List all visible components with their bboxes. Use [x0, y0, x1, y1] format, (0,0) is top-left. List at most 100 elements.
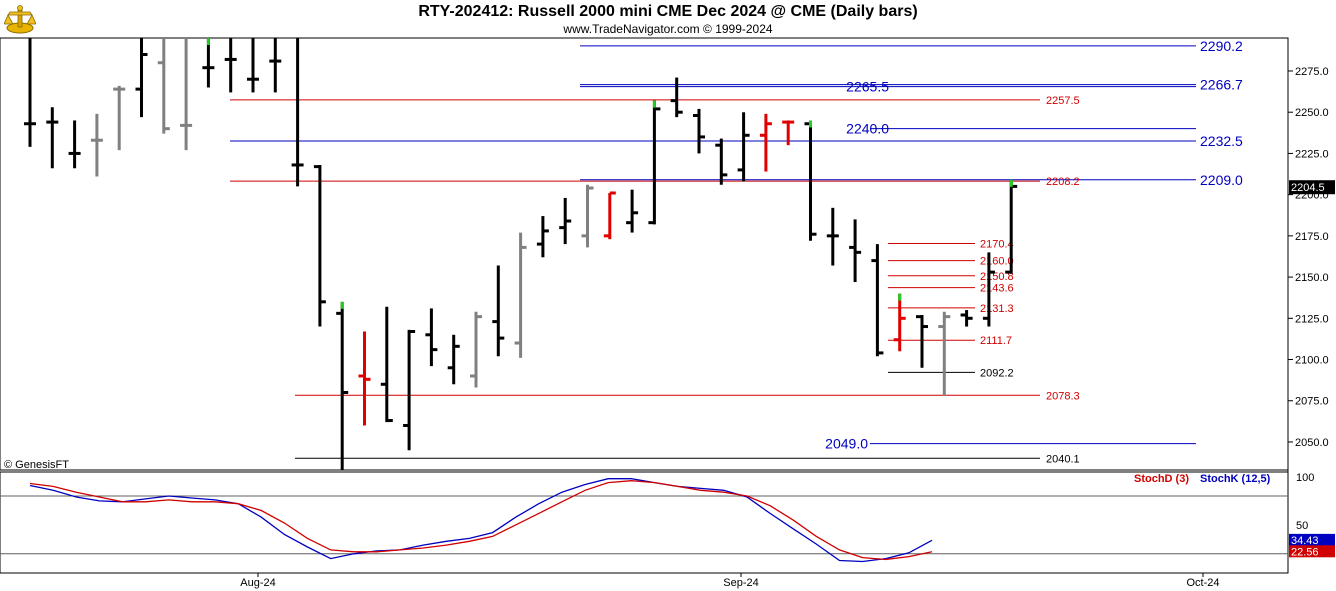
level-label: 2265.5: [846, 79, 889, 95]
ohlc-bar: [202, 38, 215, 88]
ohlc-bar: [403, 329, 416, 451]
chart-title: RTY-202412: Russell 2000 mini CME Dec 20…: [418, 3, 918, 20]
ohlc-bar: [492, 265, 505, 357]
last-price-label: 2204.5: [1291, 182, 1325, 194]
chart-header: RTY-202412: Russell 2000 mini CME Dec 20…: [0, 0, 1336, 38]
stoch-tick-label: 50: [1296, 520, 1308, 532]
gold-pan-scale-icon: [4, 5, 36, 34]
time-axis: Aug-24 Sep-24 Oct-24: [0, 572, 1288, 589]
ohlc-bar: [470, 311, 482, 388]
level-label: 2240.0: [846, 121, 889, 137]
price-plot-area: [0, 37, 1289, 471]
ohlc-bar: [559, 197, 572, 245]
level-label: 2143.6: [980, 283, 1014, 295]
ohlc-bar: [849, 219, 862, 283]
y-tick-label: 2175.0: [1295, 231, 1329, 243]
ohlc-bar: [224, 38, 237, 93]
ohlc-bar: [247, 38, 259, 93]
ohlc-bar: [871, 244, 884, 357]
ohlc-bar: [982, 252, 995, 327]
ohlc-bar: [291, 38, 304, 187]
level-label: 2078.3: [1046, 390, 1080, 402]
level-label: 2208.2: [1046, 176, 1080, 188]
axis-background: [1288, 38, 1336, 573]
ohlc-bar: [336, 301, 349, 470]
price-panel: [0, 37, 1289, 471]
x-tick-label: Sep-24: [723, 577, 758, 589]
ohlc-bar: [826, 207, 839, 266]
chart-subtitle: www.TradeNavigator.com © 1999-2024: [563, 22, 773, 36]
ohlc-bar: [648, 100, 661, 225]
ohlc-bar: [759, 113, 772, 172]
y-tick-label: 2150.0: [1295, 272, 1329, 284]
stoch-plot-area: [0, 471, 1289, 574]
ohlc-bar: [24, 38, 36, 147]
ohlc-bar: [782, 120, 795, 146]
stoch-d-value-box: [1289, 545, 1335, 558]
ohlc-bar: [938, 311, 951, 396]
level-label: 2160.0: [980, 256, 1014, 268]
level-label: 2111.7: [980, 335, 1012, 347]
ohlc-bar: [380, 306, 393, 423]
ohlc-bar: [626, 189, 639, 233]
ohlc-bar: [603, 191, 616, 240]
y-tick-label: 2075.0: [1295, 396, 1329, 408]
ohlc-bar: [90, 113, 103, 177]
ohlc-bar: [180, 38, 193, 151]
ohlc-bar: [425, 308, 438, 367]
level-label: 2232.5: [1200, 133, 1243, 149]
watermark: © GenesisFT: [4, 459, 69, 471]
ohlc-bar: [358, 331, 371, 426]
ohlc-bars: [24, 38, 1018, 470]
ohlc-bar: [135, 38, 148, 118]
y-tick-label: 2100.0: [1295, 355, 1329, 367]
ohlc-bar: [269, 38, 282, 93]
ohlc-bar: [893, 293, 906, 352]
ohlc-bar: [113, 85, 126, 151]
y-tick-label: 2275.0: [1295, 66, 1329, 78]
ohlc-bar: [514, 232, 527, 358]
stoch-k-value: 34.43: [1291, 535, 1319, 547]
stoch-d-line: [29, 480, 933, 561]
level-label: 2290.2: [1200, 38, 1243, 54]
ohlc-bar: [737, 112, 750, 182]
level-label: 2209.0: [1200, 172, 1243, 188]
level-label: 2049.0: [825, 436, 868, 452]
stoch-tick-label: 100: [1296, 472, 1314, 484]
ohlc-bar: [916, 315, 928, 368]
x-tick-label: Oct-24: [1186, 577, 1219, 589]
ohlc-bar: [693, 108, 705, 154]
stoch-d-legend: StochD (3): [1134, 473, 1189, 485]
ohlc-bar: [46, 107, 59, 169]
ohlc-bar: [715, 138, 728, 185]
ohlc-bar: [960, 310, 973, 327]
stoch-k-value-box: [1289, 533, 1335, 546]
ohlc-bar: [447, 334, 460, 385]
stoch-k-legend: StochK (12,5): [1200, 473, 1271, 485]
stoch-d-value: 22.56: [1291, 546, 1319, 558]
y-tick-label: 2250.0: [1295, 107, 1329, 119]
level-label: 2092.2: [980, 367, 1014, 379]
level-label: 2170.4: [980, 238, 1014, 250]
ohlc-bar: [313, 164, 326, 327]
last-price-box: [1289, 180, 1335, 195]
x-tick-label: Aug-24: [240, 577, 275, 589]
y-tick-label: 2050.0: [1295, 437, 1329, 449]
ohlc-bar: [1005, 179, 1018, 274]
level-label: 2131.3: [980, 303, 1014, 315]
level-label: 2257.5: [1046, 95, 1080, 107]
level-label: 2266.7: [1200, 77, 1243, 93]
ohlc-bar: [804, 120, 817, 241]
y-tick-label: 2125.0: [1295, 313, 1329, 325]
price-axis: 2050.02075.02100.02125.02150.02175.02200…: [1287, 38, 1336, 573]
ohlc-bar: [68, 120, 81, 169]
level-label: 2040.1: [1046, 453, 1080, 465]
y-tick-label: 2225.0: [1295, 148, 1329, 160]
ohlc-bar: [670, 77, 683, 118]
ohlc-bar: [157, 38, 170, 134]
ohlc-bar: [581, 184, 594, 248]
stoch-k-line: [29, 478, 933, 563]
ohlc-bar: [536, 216, 549, 258]
